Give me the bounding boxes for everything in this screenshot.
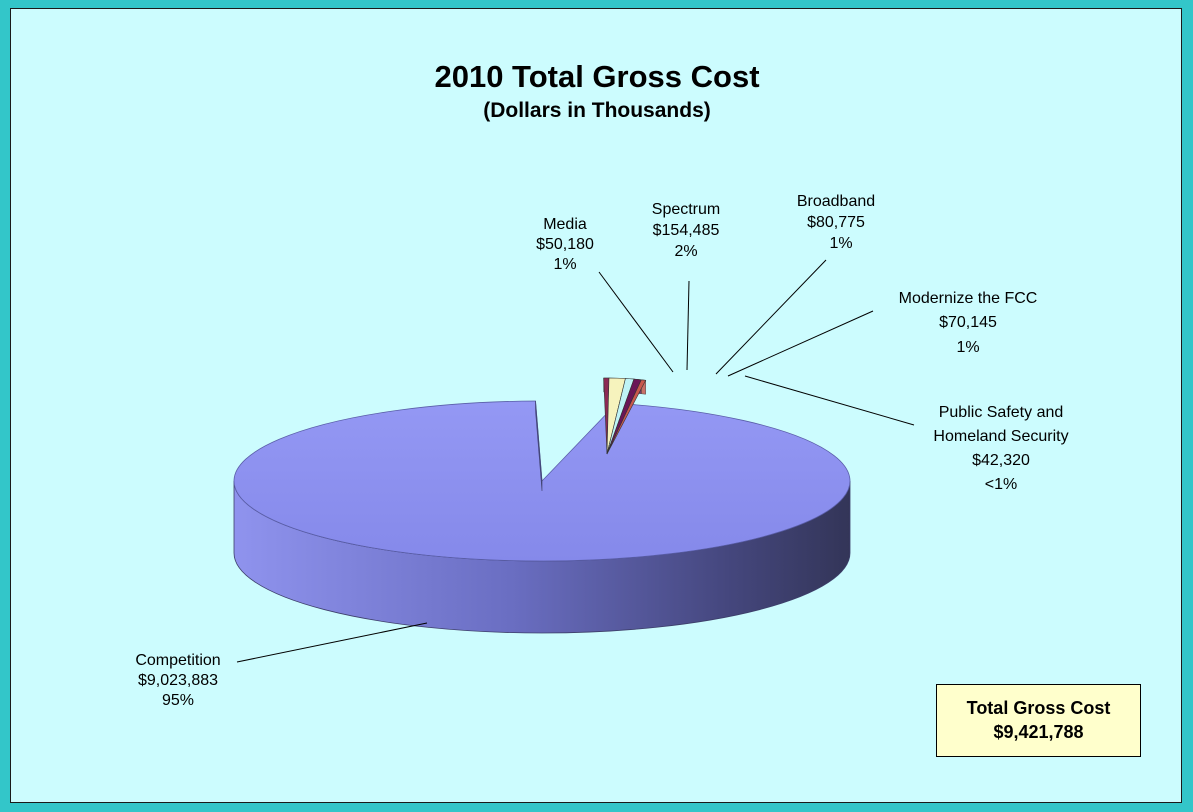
slice-media	[603, 377, 610, 455]
label-competition-percent: 95%	[162, 692, 194, 709]
label-media-value: $50,180	[536, 236, 594, 253]
label-broadband-value: $80,775	[807, 214, 865, 231]
label-public-safety-name-line2: Homeland Security	[933, 428, 1068, 445]
leader-broadband	[715, 259, 827, 375]
label-media-percent: 1%	[553, 256, 576, 273]
leader-media	[598, 271, 674, 373]
slice-top	[606, 379, 647, 455]
label-public-safety: Public Safety and Homeland Security $42,…	[933, 404, 1068, 493]
label-broadband-name: Broadband	[797, 193, 875, 210]
leader-public-safety	[744, 375, 915, 426]
small-slices-group	[603, 377, 647, 455]
label-modernize-value: $70,145	[939, 314, 997, 331]
label-modernize-percent: 1%	[956, 339, 979, 356]
label-media: Media $50,180 1%	[536, 216, 594, 273]
leader-competition	[236, 622, 428, 663]
label-broadband: Broadband $80,775 1%	[797, 193, 875, 252]
label-public-safety-percent: <1%	[985, 476, 1017, 493]
label-public-safety-name-line1: Public Safety and	[939, 404, 1064, 421]
pie-chart: 2010 Total Gross Cost (Dollars in Thousa…	[135, 59, 1068, 709]
leader-spectrum	[686, 280, 690, 371]
slice-competition-wedge-edge	[535, 400, 543, 492]
chart-frame: 2010 Total Gross Cost (Dollars in Thousa…	[10, 8, 1182, 803]
label-competition: Competition $9,023,883 95%	[135, 652, 220, 709]
label-modernize: Modernize the FCC $70,145 1%	[899, 290, 1038, 356]
label-spectrum-percent: 2%	[674, 243, 697, 260]
total-gross-cost-box: Total Gross Cost $9,421,788	[936, 684, 1141, 757]
label-competition-name: Competition	[135, 652, 220, 669]
label-spectrum: Spectrum $154,485 2%	[652, 201, 720, 260]
chart-subtitle: (Dollars in Thousands)	[483, 99, 711, 122]
leader-modernize	[727, 310, 874, 377]
label-spectrum-name: Spectrum	[652, 201, 720, 218]
chart-title: 2010 Total Gross Cost	[434, 59, 759, 94]
label-public-safety-value: $42,320	[972, 452, 1030, 469]
total-value: $9,421,788	[993, 722, 1084, 742]
label-broadband-percent: 1%	[829, 235, 852, 252]
slice-public-safety-and-homeland-security	[606, 379, 647, 455]
label-media-name: Media	[543, 216, 587, 233]
label-spectrum-value: $154,485	[653, 222, 720, 239]
label-competition-value: $9,023,883	[138, 672, 218, 689]
total-label: Total Gross Cost	[966, 698, 1111, 718]
slice-competition	[233, 400, 851, 634]
label-modernize-name: Modernize the FCC	[899, 290, 1038, 307]
